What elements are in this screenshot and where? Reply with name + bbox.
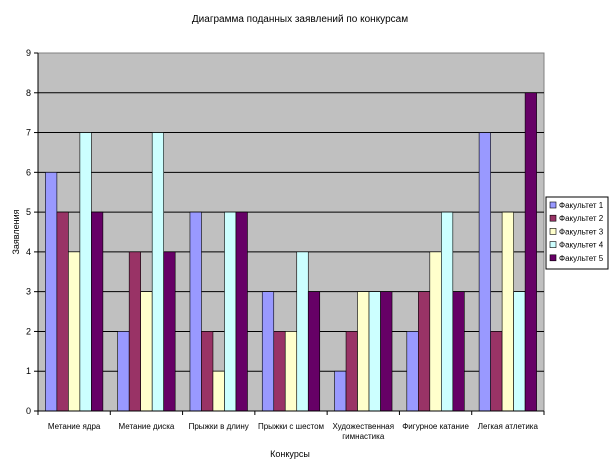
- x-tick-label: Метание ядра: [48, 422, 101, 431]
- legend-label: Факультет 2: [559, 214, 604, 223]
- legend-swatch: [549, 228, 557, 235]
- legend-swatch: [549, 214, 557, 222]
- bar: [79, 132, 92, 412]
- bar: [418, 291, 431, 412]
- y-tick-label: 8: [26, 88, 31, 98]
- legend: Факультет 1 Факультет 2 Факультет 3 Факульт…: [545, 196, 609, 270]
- bar: [163, 251, 176, 412]
- x-tick-label: Легкая атлетика: [478, 422, 539, 431]
- legend-swatch: [549, 254, 557, 262]
- bar: [334, 370, 347, 412]
- x-axis: Метание ядра Метание диска Прыжки в длину П…: [37, 411, 545, 441]
- bar: [380, 291, 393, 412]
- bar: [140, 291, 153, 412]
- bar: [45, 172, 58, 412]
- y-tick-label: 5: [26, 207, 31, 217]
- y-tick-label: 4: [26, 247, 31, 257]
- x-tick-label: гимнастика: [342, 432, 385, 441]
- y-tick-label: 9: [26, 48, 31, 58]
- x-axis-label: Конкурсы: [270, 449, 310, 459]
- y-tick-label: 3: [26, 287, 31, 297]
- bar: [478, 132, 491, 412]
- bar: [151, 132, 164, 412]
- legend-swatch: [549, 201, 557, 209]
- bar: [441, 211, 454, 412]
- bar: [406, 331, 419, 412]
- bar: [284, 331, 298, 412]
- legend-label: Факультет 3: [559, 227, 604, 236]
- legend-label: Факультет 4: [559, 241, 604, 250]
- bar: [357, 291, 370, 412]
- bar: [212, 370, 225, 412]
- x-tick-label: Метание диска: [119, 422, 175, 431]
- x-tick-label: Прыжки в длину: [189, 422, 249, 431]
- legend-swatch: [549, 241, 557, 248]
- y-tick-label: 1: [26, 366, 31, 376]
- y-axis: 0 1 2 3 4 5 6 7 8 9: [26, 48, 38, 416]
- bar: [452, 291, 465, 412]
- legend-box: [545, 196, 609, 270]
- bar: [235, 211, 248, 412]
- bar: [56, 211, 69, 412]
- legend-label: Факультет 5: [559, 254, 604, 263]
- bar: [296, 251, 309, 412]
- bar: [501, 211, 514, 412]
- x-tick-label: Прыжки с шестом: [258, 422, 324, 431]
- bar: [307, 291, 321, 412]
- bar: [189, 211, 202, 412]
- x-tick-label: Художественная: [332, 422, 394, 431]
- bar: [368, 291, 381, 412]
- bar: [117, 331, 130, 412]
- bar: [68, 251, 81, 412]
- y-tick-label: 6: [26, 167, 31, 177]
- y-axis-label: Заявления: [11, 209, 21, 254]
- bar: [224, 211, 237, 412]
- bar: [345, 331, 358, 412]
- bar: [128, 251, 141, 412]
- bar: [513, 291, 526, 412]
- y-tick-label: 2: [26, 326, 31, 336]
- y-tick-label: 0: [26, 406, 31, 416]
- chart-title: Диаграмма поданных заявлений по конкурса…: [192, 14, 408, 25]
- bar: [429, 251, 442, 412]
- bar: [273, 331, 286, 412]
- y-tick-label: 7: [26, 128, 31, 138]
- x-tick-label: Фигурное катание: [402, 422, 469, 431]
- bar: [490, 331, 503, 412]
- bar: [91, 211, 104, 412]
- bar: [524, 92, 537, 412]
- plot-area: [37, 52, 545, 412]
- legend-label: Факультет 1: [559, 201, 604, 210]
- bar: [201, 331, 214, 412]
- bar: [261, 291, 275, 412]
